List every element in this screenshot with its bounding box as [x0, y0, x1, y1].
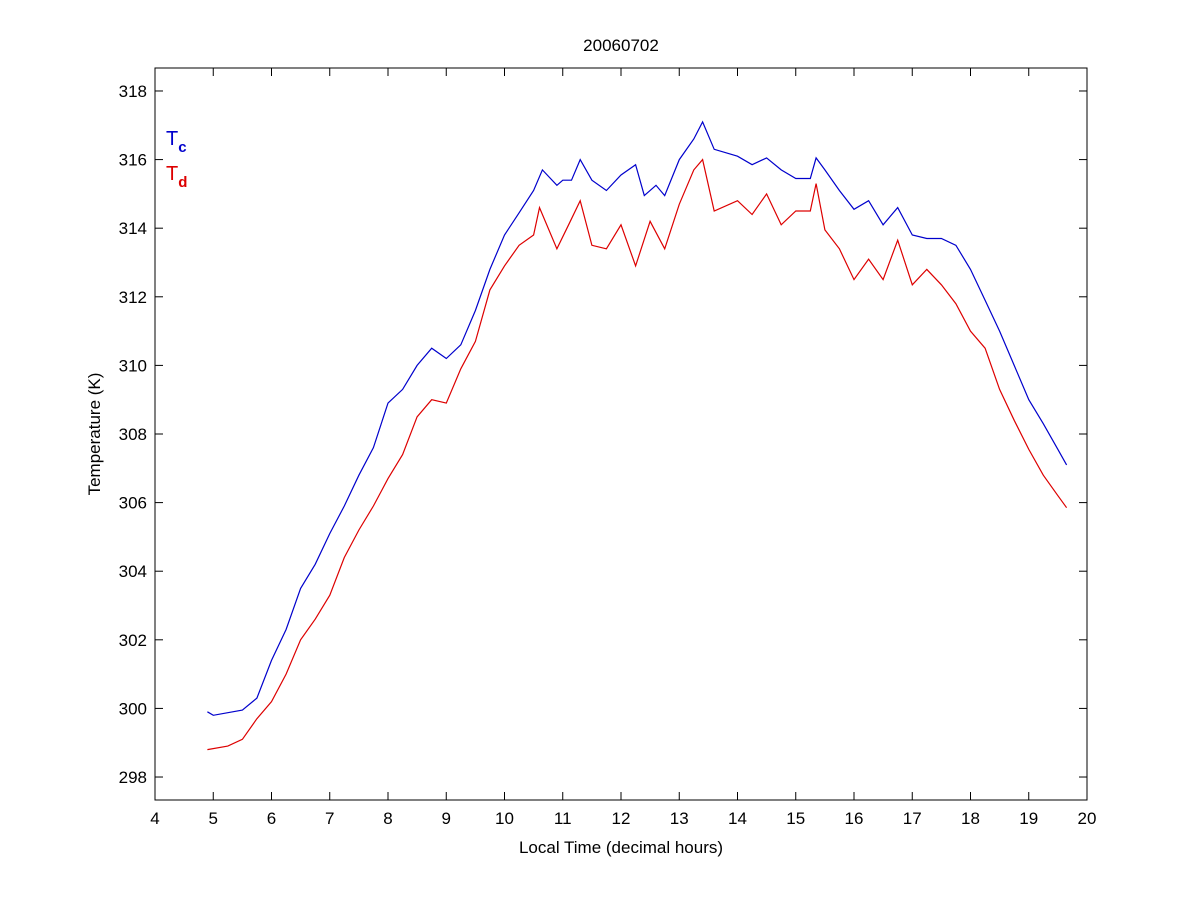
x-tick-label: 5	[209, 809, 218, 828]
y-tick-label: 310	[119, 356, 147, 375]
y-tick-label: 314	[119, 219, 147, 238]
x-tick-label: 19	[1019, 809, 1038, 828]
y-tick-label: 304	[119, 562, 147, 581]
x-tick-label: 7	[325, 809, 334, 828]
x-tick-label: 9	[442, 809, 451, 828]
chart-title: 20060702	[583, 36, 659, 55]
x-tick-label: 11	[554, 809, 572, 828]
x-tick-label: 13	[670, 809, 689, 828]
y-tick-label: 308	[119, 425, 147, 444]
y-tick-label: 318	[119, 82, 147, 101]
x-tick-label: 14	[728, 809, 747, 828]
x-tick-label: 6	[267, 809, 276, 828]
x-tick-label: 15	[786, 809, 805, 828]
x-tick-label: 12	[612, 809, 631, 828]
plot-area	[154, 67, 1088, 801]
series-line-td	[207, 158, 1068, 751]
y-tick-label: 316	[119, 151, 147, 170]
x-tick-label: 16	[845, 809, 864, 828]
y-tick-label: 306	[119, 494, 147, 513]
x-tick-label: 20	[1078, 809, 1097, 828]
x-tick-label: 10	[495, 809, 514, 828]
x-tick-label: 18	[961, 809, 980, 828]
x-tick-label: 8	[383, 809, 392, 828]
legend-entry-tc: Tc	[166, 128, 187, 156]
y-tick-label: 312	[119, 288, 147, 307]
y-tick-label: 302	[119, 631, 147, 650]
y-tick-label: 300	[119, 699, 147, 718]
legend: Tc Td	[166, 128, 187, 191]
x-tick-label: 17	[903, 809, 922, 828]
x-tick-label: 4	[150, 809, 159, 828]
x-axis-label: Local Time (decimal hours)	[519, 838, 723, 857]
legend-entry-td: Td	[166, 163, 187, 191]
series-line-tc	[207, 120, 1068, 716]
y-tick-label: 298	[119, 768, 147, 787]
y-axis-label: Temperature (K)	[85, 373, 104, 496]
